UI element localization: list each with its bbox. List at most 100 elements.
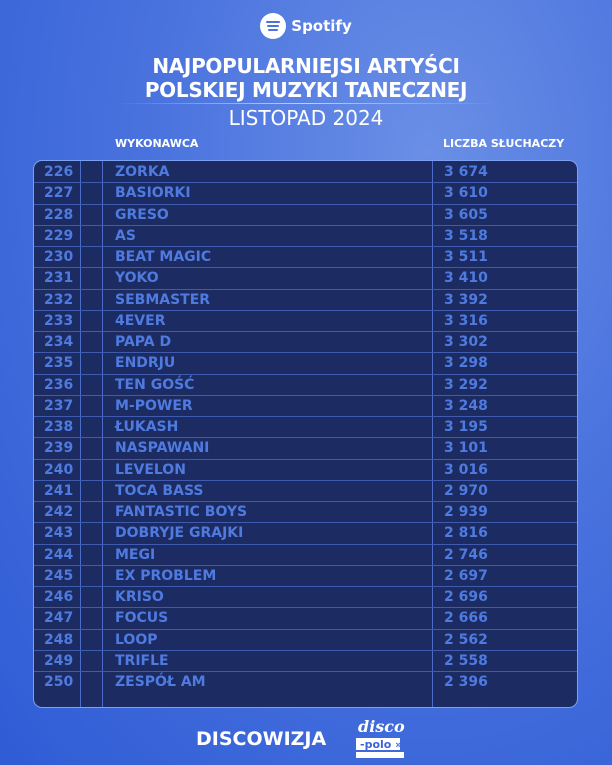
- table-row: 244 MEGI 2 746: [34, 545, 577, 566]
- rank: 249: [44, 652, 74, 669]
- table-row: 233 4EVER 3 316: [34, 311, 577, 332]
- artist-name: ZESPÓŁ AM: [115, 674, 206, 690]
- disco-polo-logo: disco -polo »: [356, 717, 405, 758]
- artist-name: DOBRYJE GRAJKI: [115, 525, 244, 542]
- listener-count: 2 939: [444, 504, 488, 520]
- table-row: 239 NASPAWANI 3 101: [34, 438, 577, 460]
- artist-name: PAPA D: [115, 334, 172, 350]
- rank: 228: [44, 206, 74, 223]
- table-row: 246 KRISO 2 696: [34, 587, 577, 609]
- listener-count: 2 558: [444, 652, 488, 669]
- artist-name: TRIFLE: [115, 652, 169, 669]
- listener-count: 3 302: [444, 334, 488, 350]
- rank: 226: [44, 164, 74, 180]
- artist-name: TEN GOŚĆ: [115, 376, 195, 393]
- table-row: 236 TEN GOŚĆ 3 292: [34, 375, 577, 396]
- svg-text:disco: disco: [358, 717, 405, 736]
- title-line-1: NAJPOPULARNIEJSI ARTYŚCI: [152, 54, 460, 78]
- discowizja-logo: DISCOWIZJA: [196, 728, 327, 750]
- artist-name: FANTASTIC BOYS: [115, 504, 248, 520]
- artist-name: BASIORKI: [115, 185, 191, 202]
- rank: 233: [44, 312, 74, 329]
- artist-name: AS: [115, 227, 136, 244]
- listener-count: 3 605: [444, 206, 488, 223]
- listener-count: 3 298: [444, 355, 488, 372]
- artist-name: YOKO: [115, 270, 159, 287]
- table-row: 228 GRESO 3 605: [34, 205, 577, 226]
- listener-count: 3 248: [444, 397, 488, 414]
- artist-name: TOCA BASS: [115, 482, 204, 499]
- table-row: 243 DOBRYJE GRAJKI 2 816: [34, 523, 577, 545]
- rank: 238: [44, 419, 74, 435]
- listener-count: 2 696: [444, 589, 488, 605]
- rank: 237: [44, 397, 74, 414]
- table-row: 247 FOCUS 2 666: [34, 608, 577, 630]
- artist-name: FOCUS: [115, 610, 169, 627]
- subtitle: LISTOPAD 2024: [228, 106, 384, 130]
- listener-count: 3 316: [444, 312, 488, 329]
- rank: 245: [44, 567, 74, 584]
- divider: [115, 103, 497, 104]
- rank: 227: [44, 185, 74, 202]
- listener-count: 3 016: [444, 461, 488, 478]
- ranking-table: 226 ZORKA 3 674 227 BASIORKI 3 610 228 GRESO 3 6…: [33, 160, 578, 708]
- listener-count: 3 292: [444, 376, 488, 393]
- header-artist: WYKONAWCA: [115, 137, 199, 150]
- listener-count: 2 697: [444, 567, 488, 584]
- rank: 246: [44, 589, 74, 605]
- table-row: 241 TOCA BASS 2 970: [34, 481, 577, 502]
- title-line-2: POLSKIEJ MUZYKI TANECZNEJ: [144, 78, 468, 102]
- table-row: 230 BEAT MAGIC 3 511: [34, 247, 577, 269]
- artist-name: GRESO: [115, 206, 169, 223]
- table-row: 250 ZESPÓŁ AM 2 396: [34, 672, 577, 693]
- artist-name: MEGI: [115, 546, 156, 563]
- table-row: 238 ŁUKASH 3 195: [34, 417, 577, 439]
- table-row: 232 SEBMASTER 3 392: [34, 290, 577, 311]
- rank: 232: [44, 291, 74, 308]
- listener-count: 2 816: [444, 525, 488, 542]
- listener-count: 2 746: [444, 546, 488, 563]
- artist-name: BEAT MAGIC: [115, 249, 212, 265]
- listener-count: 2 970: [444, 482, 488, 499]
- artist-name: SEBMASTER: [115, 291, 211, 308]
- svg-text:-polo »: -polo »: [360, 738, 402, 751]
- spotify-icon: [260, 13, 287, 39]
- artist-name: KRISO: [115, 589, 164, 605]
- rank: 230: [44, 249, 74, 265]
- rank: 244: [44, 546, 74, 563]
- listener-count: 2 562: [444, 631, 488, 648]
- listener-count: 3 410: [444, 270, 488, 287]
- listener-count: 3 610: [444, 185, 488, 202]
- listener-count: 2 666: [444, 610, 488, 627]
- listener-count: 2 396: [444, 674, 488, 690]
- page-title: NAJPOPULARNIEJSI ARTYŚCI POLSKIEJ MUZYKI…: [0, 54, 612, 102]
- rank: 242: [44, 504, 74, 520]
- table-row: 242 FANTASTIC BOYS 2 939: [34, 502, 577, 524]
- listener-count: 3 195: [444, 419, 488, 435]
- rank: 229: [44, 227, 74, 244]
- rank: 231: [44, 270, 74, 287]
- artist-name: LEVELON: [115, 461, 186, 478]
- spotify-logo: Spotify: [0, 13, 612, 39]
- artist-name: ŁUKASH: [115, 419, 179, 435]
- artist-name: ENDRJU: [115, 355, 176, 372]
- rank: 248: [44, 631, 74, 648]
- rank: 241: [44, 482, 74, 499]
- rank: 240: [44, 461, 74, 478]
- rank: 247: [44, 610, 74, 627]
- listener-count: 3 518: [444, 227, 488, 244]
- table-row: 235 ENDRJU 3 298: [34, 353, 577, 375]
- table-row: 231 YOKO 3 410: [34, 268, 577, 290]
- table-row: 245 EX PROBLEM 2 697: [34, 566, 577, 587]
- listener-count: 3 392: [444, 291, 488, 308]
- artist-name: ZORKA: [115, 164, 170, 180]
- header-listeners: LICZBA SŁUCHACZY: [443, 137, 565, 150]
- table-row: 249 TRIFLE 2 558: [34, 651, 577, 672]
- listener-count: 3 674: [444, 164, 488, 180]
- rank: 239: [44, 440, 74, 457]
- artist-name: M-POWER: [115, 397, 193, 414]
- spotify-wordmark: Spotify: [291, 17, 352, 35]
- artist-name: LOOP: [115, 631, 158, 648]
- table-row: 226 ZORKA 3 674: [34, 162, 577, 184]
- rank: 236: [44, 376, 74, 393]
